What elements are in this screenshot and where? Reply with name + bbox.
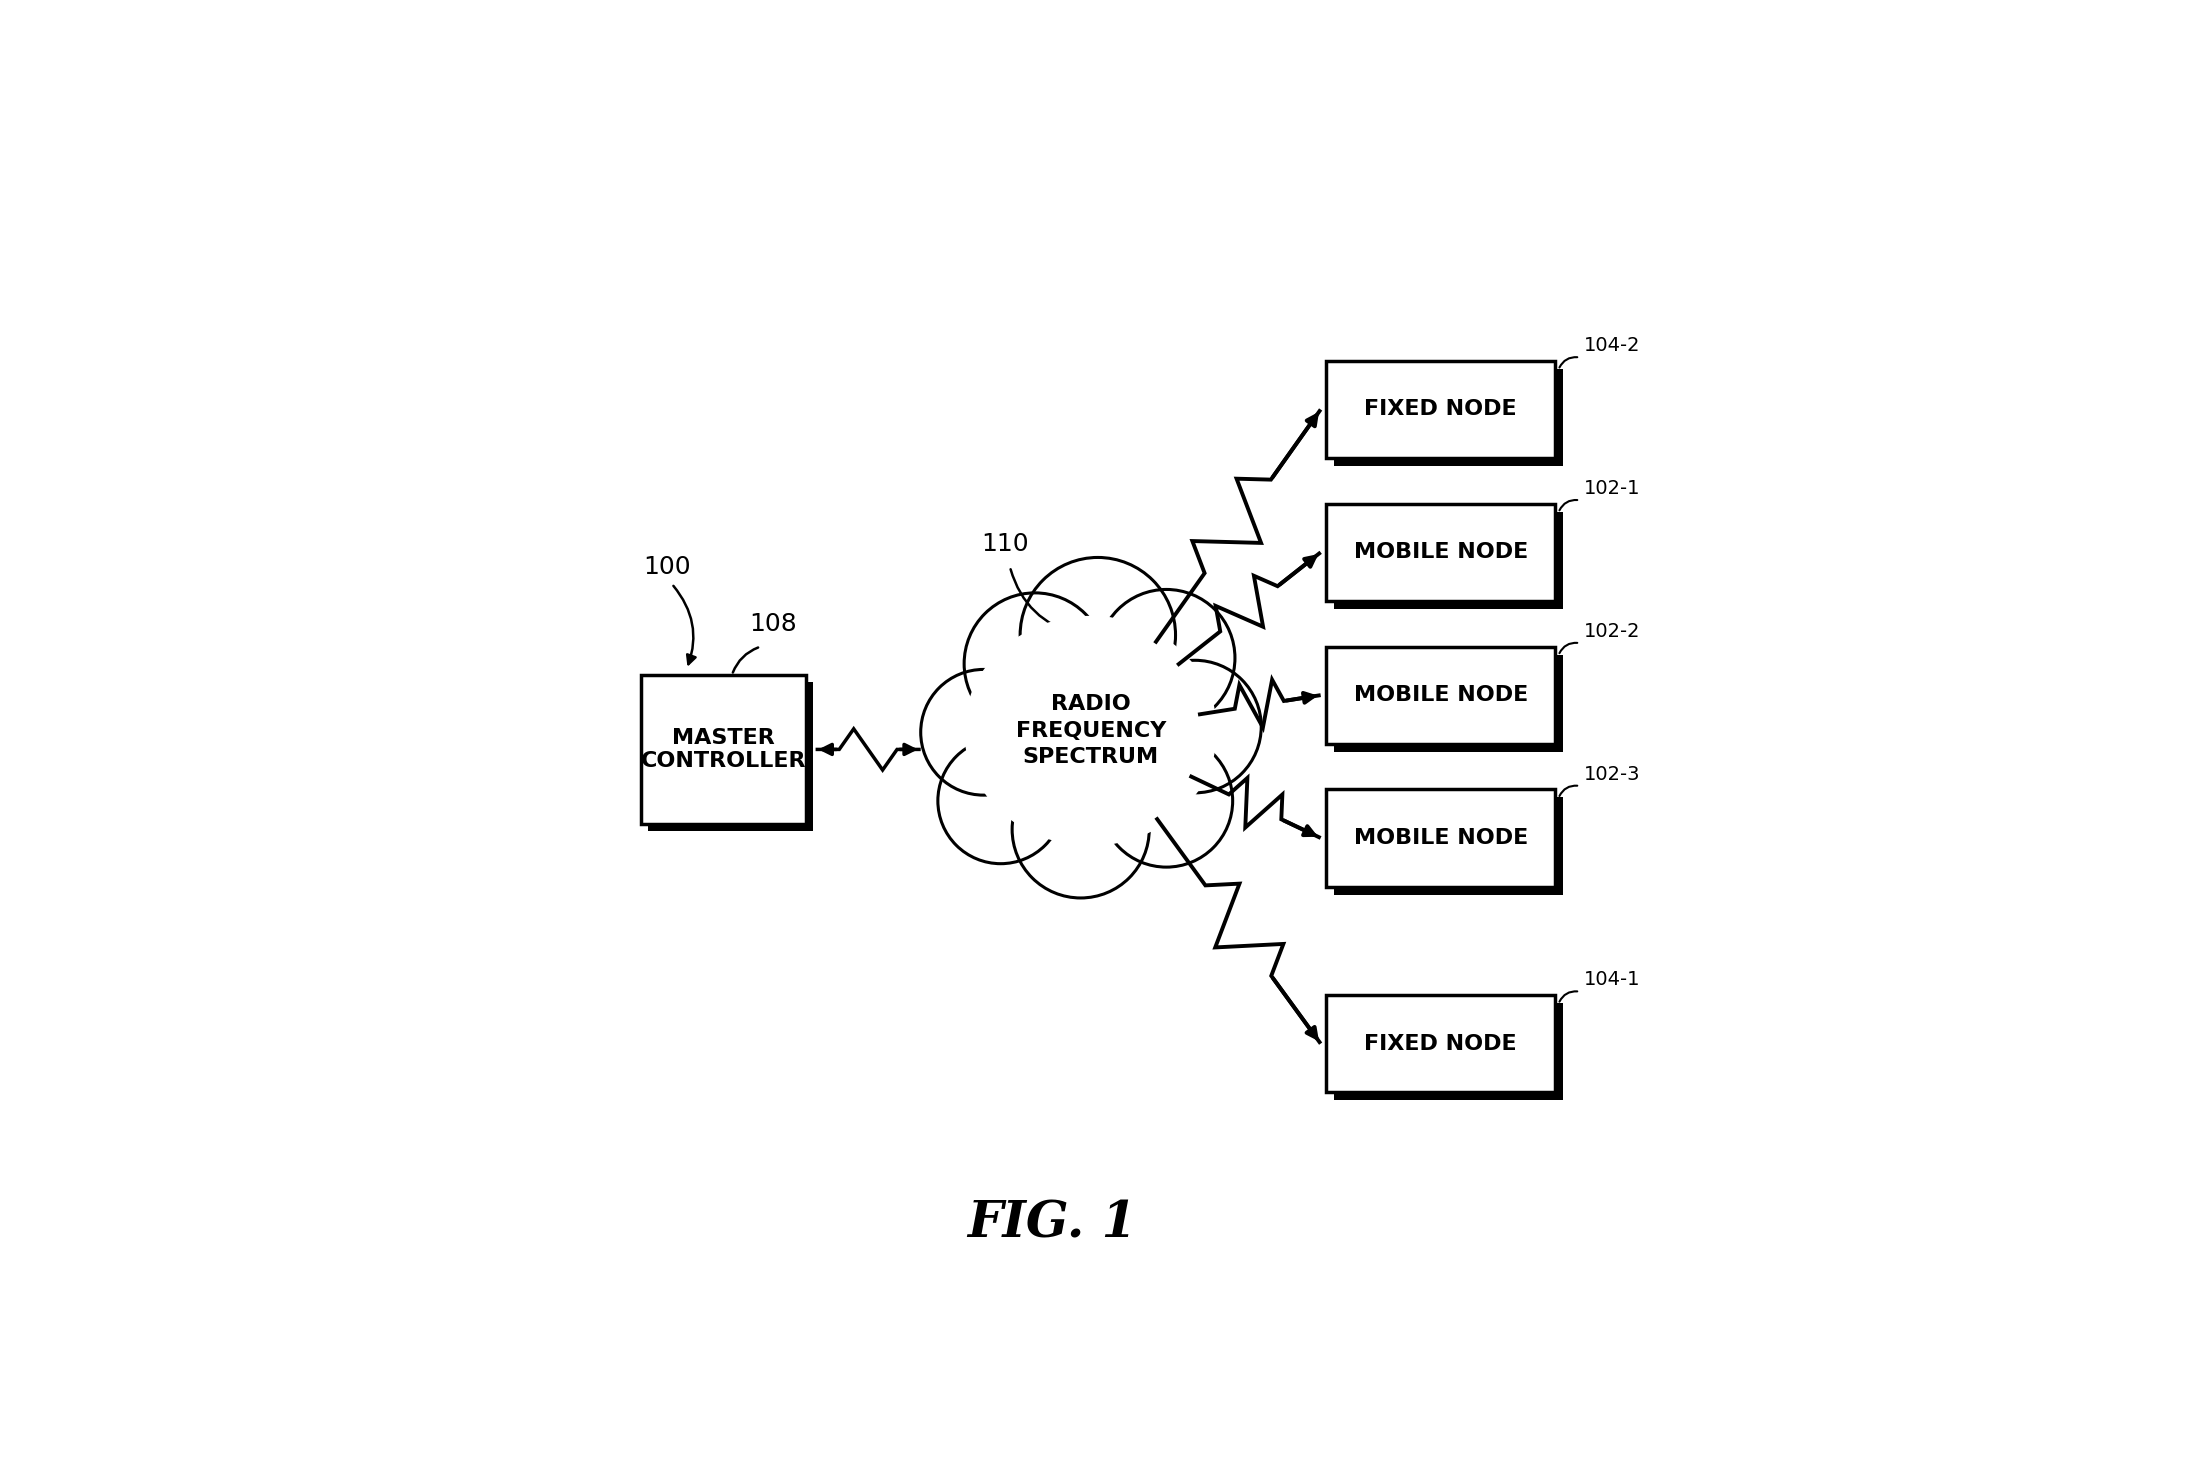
Circle shape [1129, 660, 1261, 792]
Text: 110: 110 [981, 531, 1029, 555]
Text: FIXED NODE: FIXED NODE [1365, 1034, 1518, 1054]
Text: 102-1: 102-1 [1584, 479, 1639, 499]
Text: RADIO
FREQUENCY
SPECTRUM: RADIO FREQUENCY SPECTRUM [1016, 695, 1166, 767]
Circle shape [939, 738, 1063, 864]
Bar [1334, 512, 1564, 608]
Bar [1334, 797, 1564, 895]
Circle shape [921, 669, 1047, 795]
Circle shape [1098, 589, 1235, 727]
Text: MOBILE NODE: MOBILE NODE [1354, 686, 1529, 705]
Bar [1325, 996, 1555, 1092]
Text: MOBILE NODE: MOBILE NODE [1354, 828, 1529, 847]
Bar [647, 683, 813, 831]
Text: 102-2: 102-2 [1584, 622, 1639, 641]
Text: MASTER
CONTROLLER: MASTER CONTROLLER [641, 727, 806, 772]
Bar [1325, 361, 1555, 459]
Text: 104-1: 104-1 [1584, 971, 1639, 990]
Text: 102-3: 102-3 [1584, 764, 1639, 784]
Bar [1325, 789, 1555, 886]
Circle shape [1100, 735, 1233, 867]
Bar [641, 675, 806, 824]
Text: 100: 100 [643, 555, 691, 579]
Text: 104-2: 104-2 [1584, 337, 1639, 355]
Ellipse shape [965, 616, 1217, 844]
Text: FIG. 1: FIG. 1 [968, 1199, 1138, 1248]
Bar [1334, 654, 1564, 752]
Bar [1334, 1003, 1564, 1100]
Bar [1334, 370, 1564, 466]
Circle shape [1021, 558, 1175, 712]
Bar [1325, 647, 1555, 743]
Circle shape [963, 594, 1107, 735]
Text: MOBILE NODE: MOBILE NODE [1354, 542, 1529, 562]
Bar [1325, 503, 1555, 601]
Text: FIXED NODE: FIXED NODE [1365, 399, 1518, 420]
Circle shape [1012, 761, 1149, 898]
Text: 108: 108 [749, 611, 797, 635]
Circle shape [976, 616, 1204, 844]
